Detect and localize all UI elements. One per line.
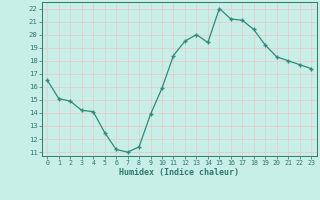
X-axis label: Humidex (Indice chaleur): Humidex (Indice chaleur) (119, 168, 239, 177)
